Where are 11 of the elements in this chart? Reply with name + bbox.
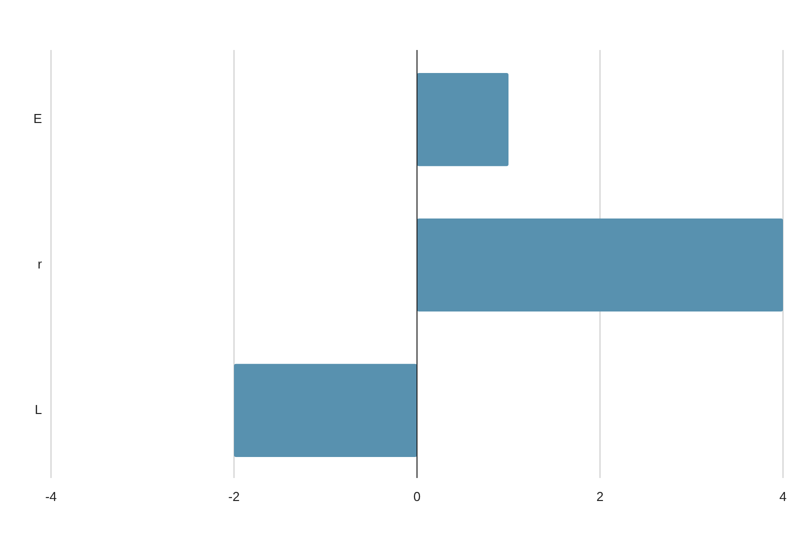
bar: [417, 73, 508, 166]
x-tick-label: -4: [45, 489, 57, 504]
x-tick-label: -2: [228, 489, 240, 504]
y-tick-label: E: [33, 110, 42, 126]
x-tick-label: 4: [779, 489, 787, 504]
bar: [417, 218, 783, 312]
y-tick-label: r: [38, 256, 43, 272]
x-tick-label: 0: [413, 489, 421, 504]
x-tick-label: 2: [596, 489, 604, 504]
bar: [234, 364, 417, 457]
y-tick-label: L: [34, 402, 42, 417]
